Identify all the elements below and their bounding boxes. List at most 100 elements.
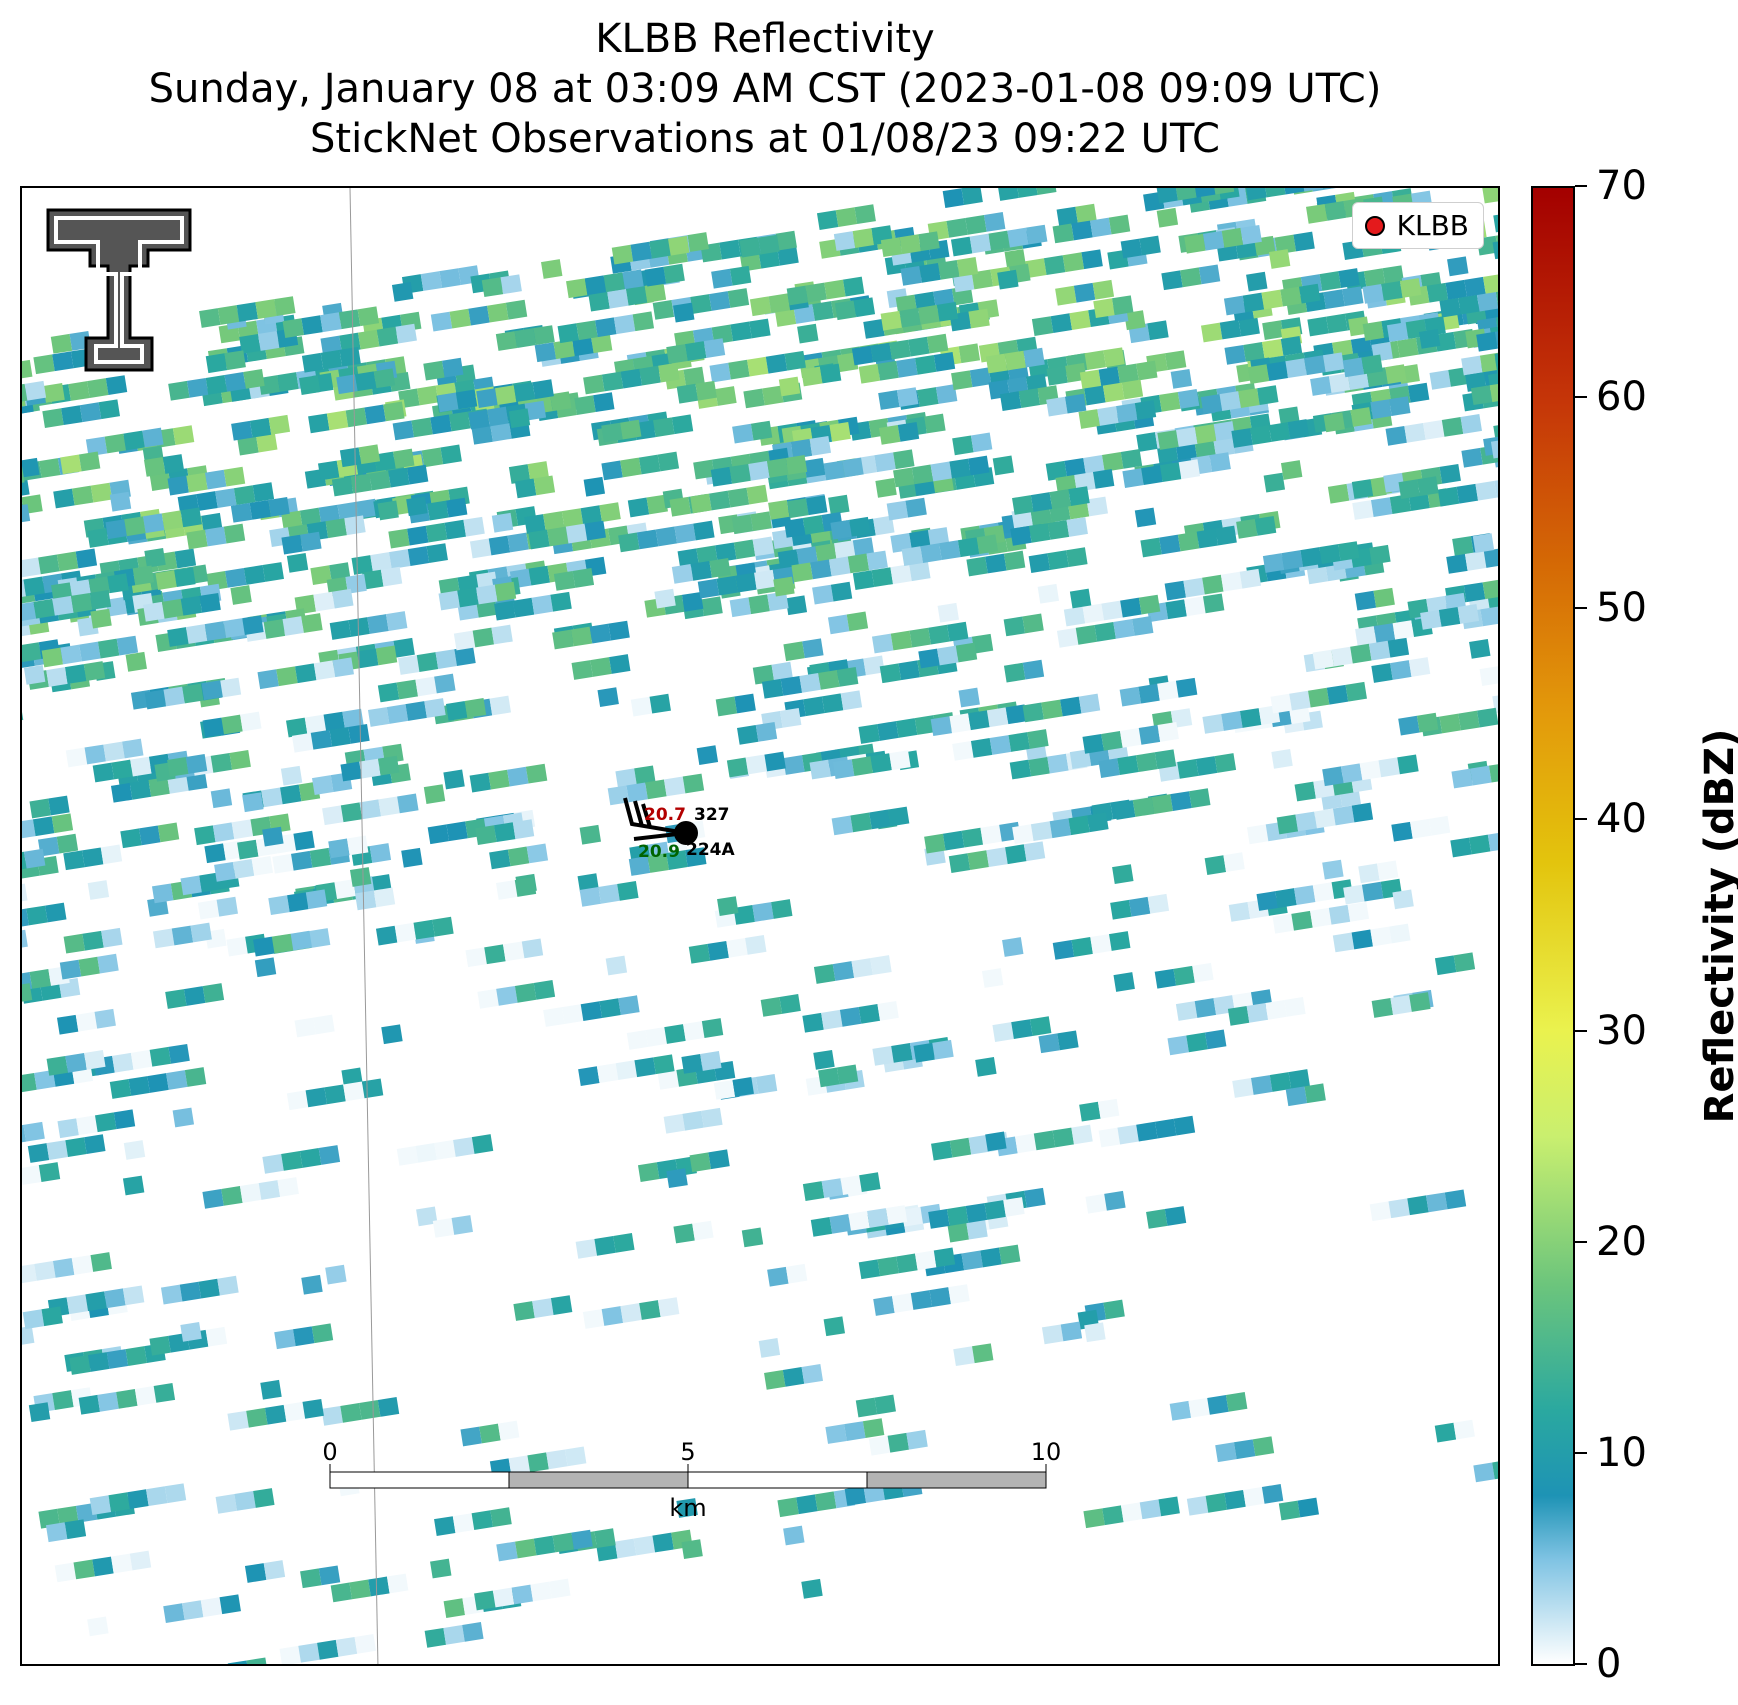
- reflectivity-cell: [111, 759, 133, 780]
- reflectivity-cell: [708, 1149, 730, 1170]
- colorbar-tick: [1575, 607, 1587, 610]
- reflectivity-cell: [1002, 937, 1024, 957]
- reflectivity-cell: [166, 1070, 188, 1090]
- reflectivity-cell: [752, 902, 774, 922]
- reflectivity-cell: [1003, 662, 1026, 683]
- reflectivity-cell: [1003, 616, 1026, 637]
- reflectivity-cell: [317, 1639, 339, 1660]
- reflectivity-cell: [440, 444, 462, 465]
- reflectivity-cell: [1033, 1130, 1056, 1151]
- reflectivity-cell: [142, 513, 165, 534]
- reflectivity-cell: [898, 660, 920, 681]
- reflectivity-cell: [1004, 350, 1027, 371]
- reflectivity-cell: [224, 350, 246, 371]
- reflectivity-cell: [22, 908, 29, 929]
- reflectivity-cell: [1194, 188, 1216, 198]
- reflectivity-cell: [779, 994, 801, 1014]
- radar-map[interactable]: 20.7 327 20.9 224A 0 5 10 km KLBB: [20, 186, 1500, 1666]
- reflectivity-cell: [1046, 396, 1068, 417]
- reflectivity-cell: [443, 1624, 465, 1645]
- reflectivity-cell: [1308, 687, 1330, 708]
- reflectivity-cell: [1381, 281, 1403, 301]
- reflectivity-cell: [1416, 712, 1439, 733]
- reflectivity-cell: [1428, 815, 1451, 836]
- reflectivity-cell: [90, 482, 113, 503]
- reflectivity-cell: [683, 366, 705, 387]
- reflectivity-cell: [393, 637, 415, 658]
- reflectivity-cell: [329, 620, 352, 640]
- reflectivity-cell: [1305, 203, 1328, 224]
- reflectivity-cell: [286, 552, 309, 573]
- reflectivity-cell: [1132, 616, 1154, 636]
- colorbar-tick-label: 60: [1596, 374, 1647, 421]
- reflectivity-cell: [1046, 365, 1068, 386]
- reflectivity-cell: [1350, 407, 1372, 427]
- reflectivity-cell: [796, 546, 818, 567]
- reflectivity-cell: [878, 390, 900, 410]
- reflectivity-cell: [497, 1420, 520, 1441]
- reflectivity-cell: [1426, 1192, 1448, 1213]
- reflectivity-cell: [1117, 363, 1139, 384]
- reflectivity-cell: [1328, 904, 1351, 925]
- reflectivity-cell: [129, 1550, 152, 1571]
- reflectivity-cell: [1453, 1419, 1475, 1440]
- scale-bar-label: 5: [680, 1438, 695, 1466]
- reflectivity-cell: [202, 1189, 224, 1209]
- reflectivity-cell: [541, 259, 563, 279]
- reflectivity-cell: [915, 354, 937, 375]
- reflectivity-cell: [432, 1218, 455, 1238]
- reflectivity-cell: [666, 850, 688, 870]
- reflectivity-cell: [22, 642, 42, 662]
- reflectivity-cell: [65, 1137, 87, 1157]
- reflectivity-cell: [443, 1598, 466, 1618]
- reflectivity-cell: [793, 304, 815, 324]
- reflectivity-cell: [1227, 1005, 1250, 1026]
- reflectivity-cell: [1175, 442, 1198, 463]
- reflectivity-cell: [873, 1296, 895, 1316]
- station-marker-icon[interactable]: [674, 821, 698, 845]
- reflectivity-cell: [985, 553, 1007, 574]
- reflectivity-cell: [23, 848, 46, 869]
- reflectivity-cell: [216, 896, 238, 917]
- reflectivity-cell: [210, 752, 233, 773]
- reflectivity-cell: [749, 296, 772, 317]
- reflectivity-cell: [521, 938, 544, 959]
- reflectivity-cell: [1228, 902, 1251, 922]
- reflectivity-cell: [929, 1287, 951, 1307]
- reflectivity-cell: [682, 773, 705, 794]
- reflectivity-cell: [590, 657, 612, 677]
- reflectivity-cell: [799, 672, 821, 693]
- reflectivity-cell: [605, 955, 628, 976]
- reflectivity-cell: [1038, 1033, 1060, 1054]
- reflectivity-cell: [1276, 814, 1299, 835]
- reflectivity-cell: [1134, 507, 1157, 528]
- reflectivity-cell: [370, 552, 392, 572]
- reflectivity-cell: [932, 1039, 954, 1060]
- reflectivity-cell: [1407, 382, 1430, 403]
- reflectivity-cell: [1263, 472, 1286, 493]
- reflectivity-cell: [1147, 320, 1169, 341]
- reflectivity-cell: [313, 1014, 335, 1035]
- reflectivity-cell: [60, 644, 82, 665]
- reflectivity-cell: [492, 1587, 515, 1608]
- reflectivity-cell: [1345, 681, 1367, 702]
- reflectivity-cell: [1060, 696, 1082, 717]
- reflectivity-cell: [620, 1303, 642, 1323]
- reflectivity-cell: [896, 357, 918, 378]
- reflectivity-cell: [1331, 646, 1353, 667]
- reflectivity-cell: [1223, 295, 1246, 316]
- reflectivity-cell: [507, 846, 530, 867]
- reflectivity-cell: [1264, 188, 1286, 198]
- reflectivity-cell: [22, 983, 33, 1003]
- reflectivity-cell: [1128, 896, 1151, 917]
- reflectivity-cell: [348, 723, 370, 744]
- reflectivity-cell: [767, 591, 789, 612]
- reflectivity-cell: [986, 707, 1009, 728]
- reflectivity-cell: [949, 458, 971, 479]
- reflectivity-cell: [745, 935, 767, 955]
- reflectivity-cell: [109, 491, 132, 512]
- reflectivity-cell: [152, 928, 175, 949]
- reflectivity-cell: [1289, 690, 1311, 711]
- reflectivity-cell: [1030, 821, 1053, 842]
- reflectivity-cell: [1084, 385, 1106, 406]
